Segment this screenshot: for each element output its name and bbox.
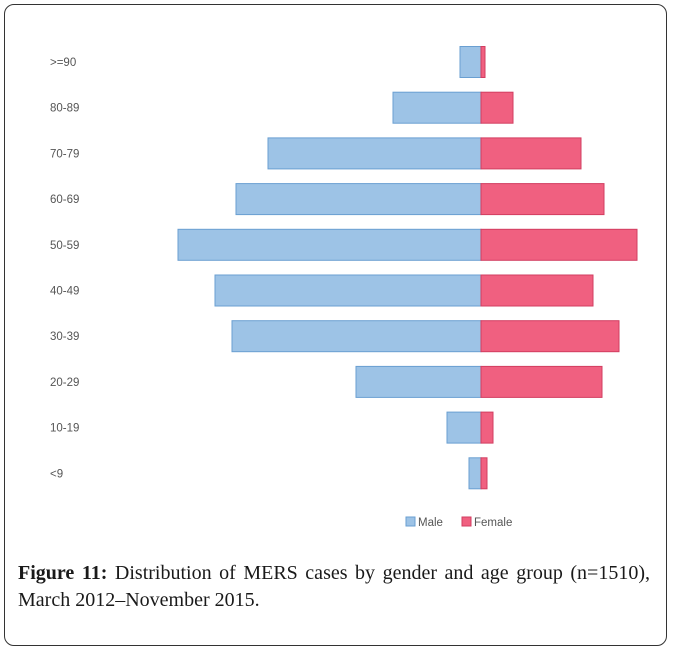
- bar-male-60-69: [235, 183, 482, 216]
- figure-label: Figure 11:: [18, 562, 108, 584]
- bar-female-40-49: [480, 274, 594, 307]
- bar-male-9: [468, 457, 482, 490]
- y-tick-label-70-79: 70-79: [50, 148, 79, 160]
- y-tick-label-40-49: 40-49: [50, 286, 79, 298]
- legend: Male Female: [405, 516, 512, 529]
- bar-female-10-19: [480, 411, 494, 444]
- bar-female-90: [480, 46, 486, 78]
- bar-female-9: [480, 457, 488, 490]
- y-tick-label-90: >=90: [50, 57, 76, 69]
- bar-male-40-49: [214, 274, 482, 307]
- bar-female-60-69: [480, 183, 605, 216]
- figure-caption: Figure 11: Distribution of MERS cases by…: [18, 560, 650, 614]
- y-tick-label-80-89: 80-89: [50, 103, 79, 115]
- bar-male-30-39: [231, 320, 482, 353]
- y-tick-label-50-59: 50-59: [50, 240, 79, 252]
- legend-label-male: Male: [418, 517, 443, 529]
- legend-swatch-male: [405, 516, 416, 527]
- bar-male-90: [459, 46, 482, 78]
- bar-female-20-29: [480, 365, 603, 398]
- y-tick-label-9: <9: [50, 468, 63, 480]
- bar-male-10-19: [446, 411, 482, 444]
- bar-male-70-79: [267, 137, 482, 170]
- y-tick-labels: <9 10-19 20-29 30-39 40-49 50-59 60-69 70-79 80-…: [50, 57, 79, 480]
- legend-swatch-female: [461, 516, 472, 527]
- legend-label-female: Female: [474, 517, 512, 529]
- bar-male-80-89: [392, 91, 482, 124]
- bar-male-20-29: [355, 365, 482, 398]
- bar-female-50-59: [480, 228, 638, 261]
- bars-group: [177, 46, 638, 490]
- population-pyramid-chart: <9 10-19 20-29 30-39 40-49 50-59 60-69 70-79 80-…: [50, 46, 638, 529]
- y-tick-label-10-19: 10-19: [50, 423, 79, 435]
- y-tick-label-60-69: 60-69: [50, 194, 79, 206]
- bar-male-50-59: [177, 228, 482, 261]
- bar-female-80-89: [480, 91, 514, 124]
- bar-female-30-39: [480, 320, 620, 353]
- bar-female-70-79: [480, 137, 582, 170]
- y-tick-label-30-39: 30-39: [50, 331, 79, 343]
- figure-caption-text: Distribution of MERS cases by gender and…: [18, 562, 650, 611]
- y-tick-label-20-29: 20-29: [50, 377, 79, 389]
